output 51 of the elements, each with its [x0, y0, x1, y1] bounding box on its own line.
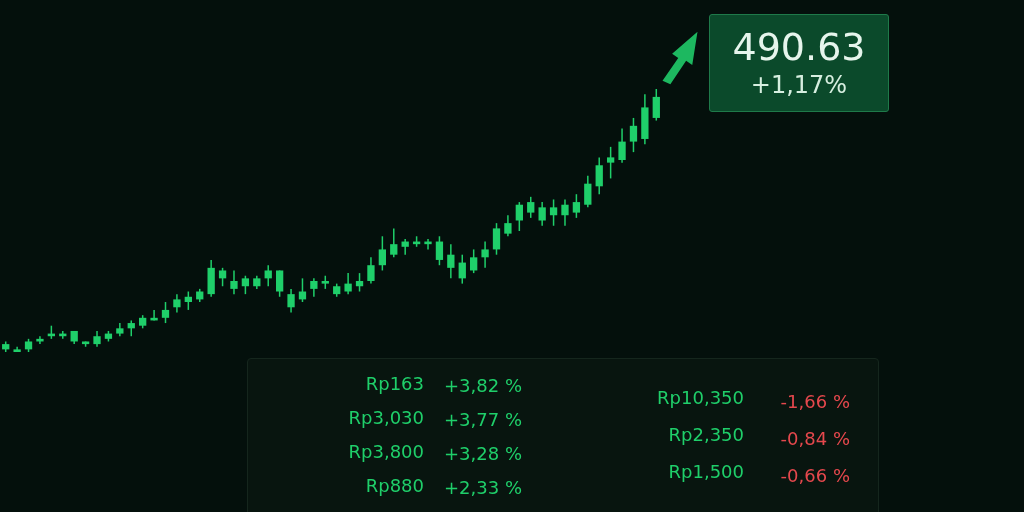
candlestick — [595, 156, 603, 195]
text: +3,77 % — [443, 409, 522, 430]
text: Rp880 — [364, 475, 424, 496]
candlestick — [561, 198, 569, 227]
text: Rp3,030 — [347, 407, 424, 428]
candlestick — [275, 269, 284, 298]
candlestick — [435, 235, 444, 266]
text: Rp1,500 — [667, 461, 744, 482]
text: -0,84 % — [779, 428, 850, 449]
candlestick — [218, 267, 227, 287]
candlestick — [572, 193, 581, 219]
candlestick — [401, 238, 409, 256]
candlestick — [527, 196, 535, 219]
candlestick — [367, 256, 375, 285]
text: +3,82 % — [443, 375, 522, 396]
text: -1,66 % — [779, 391, 850, 412]
candlestick — [378, 235, 387, 272]
candlestick — [344, 272, 352, 295]
text: 490.63 — [731, 25, 867, 69]
candlestick — [606, 146, 615, 180]
candlestick — [492, 222, 501, 256]
candlestick — [584, 175, 592, 209]
candlestick — [470, 248, 478, 274]
candlestick — [173, 293, 181, 314]
candlestick — [390, 227, 398, 259]
candlestick — [447, 243, 455, 280]
text: Rp3,800 — [347, 441, 424, 462]
candlestick — [515, 201, 523, 232]
text: +1,17% — [749, 71, 849, 99]
candlestick — [230, 269, 238, 295]
candlestick — [652, 88, 660, 122]
text: +3,28 % — [443, 443, 522, 464]
candlestick — [458, 253, 466, 285]
candlestick — [310, 277, 318, 298]
candlestick — [504, 214, 512, 238]
text: Rp10,350 — [656, 387, 744, 408]
candlestick — [287, 288, 295, 314]
candlestick — [618, 127, 626, 164]
text: -0,66 % — [779, 465, 850, 486]
text: Rp2,350 — [667, 424, 744, 445]
candlestick — [184, 290, 192, 311]
candlestick — [355, 272, 364, 293]
candlestick — [549, 198, 558, 227]
candlestick — [538, 201, 546, 227]
candlestick — [481, 240, 489, 269]
candlestick — [241, 274, 250, 295]
candlestick — [629, 117, 638, 153]
candlestick — [264, 264, 272, 287]
candlestick — [161, 301, 170, 324]
text: +2,33 % — [443, 477, 522, 498]
text: Rp163 — [364, 373, 424, 394]
